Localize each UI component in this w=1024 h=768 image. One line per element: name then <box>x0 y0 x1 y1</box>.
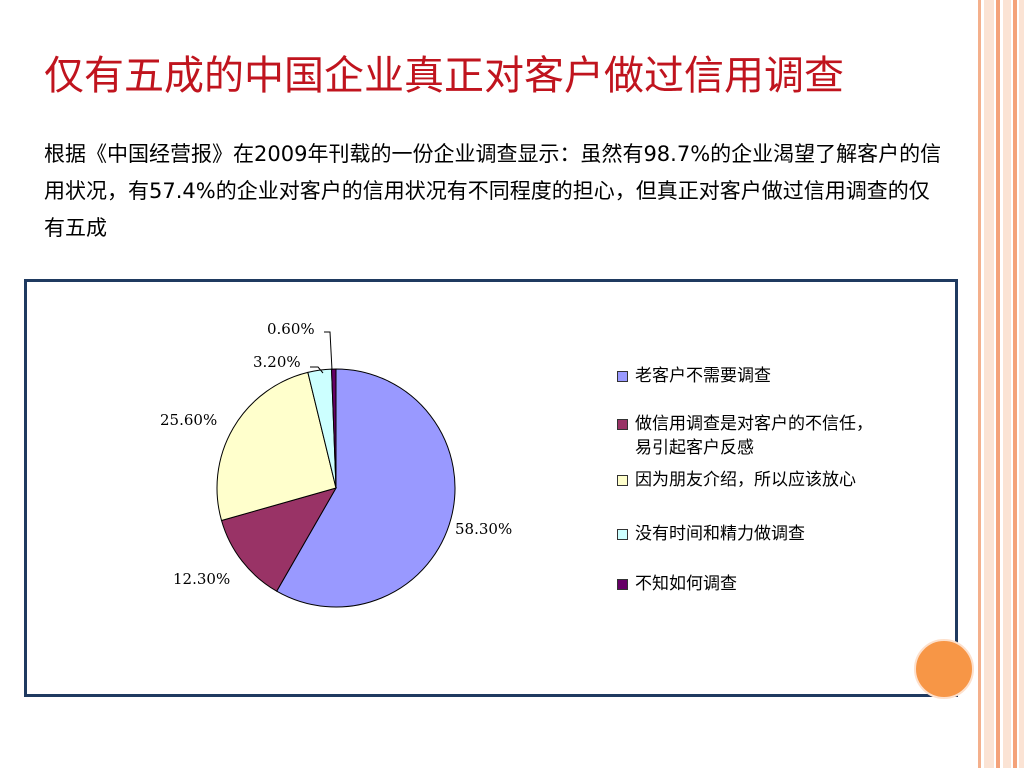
decor-stripe <box>1019 0 1024 768</box>
decor-circle <box>914 639 974 699</box>
pie-slice <box>216 371 337 522</box>
decor-stripe <box>978 0 981 768</box>
legend-label: 因为朋友介绍，所以应该放心 <box>635 470 856 490</box>
pie-data-label: 12.30% <box>173 570 230 588</box>
legend-swatch <box>617 579 628 590</box>
pie-chart: 58.30% 12.30% 25.60% 3.20% 0.60% <box>160 320 512 608</box>
legend-label: 不知如何调查 <box>635 574 737 594</box>
legend-swatch <box>617 529 628 540</box>
legend-swatch <box>617 419 628 430</box>
decor-stripe <box>1003 0 1011 768</box>
decor-stripe <box>996 0 1000 768</box>
chart-frame: 58.30% 12.30% 25.60% 3.20% 0.60% 老客户不需要调查做信用… <box>24 279 958 697</box>
pie-data-label: 25.60% <box>160 411 217 429</box>
decor-stripe <box>1013 0 1017 768</box>
slide-title: 仅有五成的中国企业真正对客户做过信用调查 <box>44 53 844 99</box>
pie-data-label: 0.60% <box>267 320 315 338</box>
decor-stripe <box>984 0 994 768</box>
legend-swatch <box>617 475 628 486</box>
legend-label: 做信用调查是对客户的不信任，易引起客户反感 <box>635 414 873 458</box>
slide-body-text: 根据《中国经营报》在2009年刊载的一份企业调查显示：虽然有98.7%的企业渴望… <box>44 142 942 240</box>
legend-swatch <box>617 371 628 382</box>
leader-line <box>324 331 333 371</box>
leader-line <box>310 366 324 374</box>
pie-data-label: 58.30% <box>455 520 512 538</box>
legend-label: 老客户不需要调查 <box>635 366 771 386</box>
legend-label: 没有时间和精力做调查 <box>635 524 805 544</box>
pie-slice <box>220 487 338 592</box>
pie-slice <box>276 368 456 608</box>
pie-data-label: 3.20% <box>253 353 301 371</box>
